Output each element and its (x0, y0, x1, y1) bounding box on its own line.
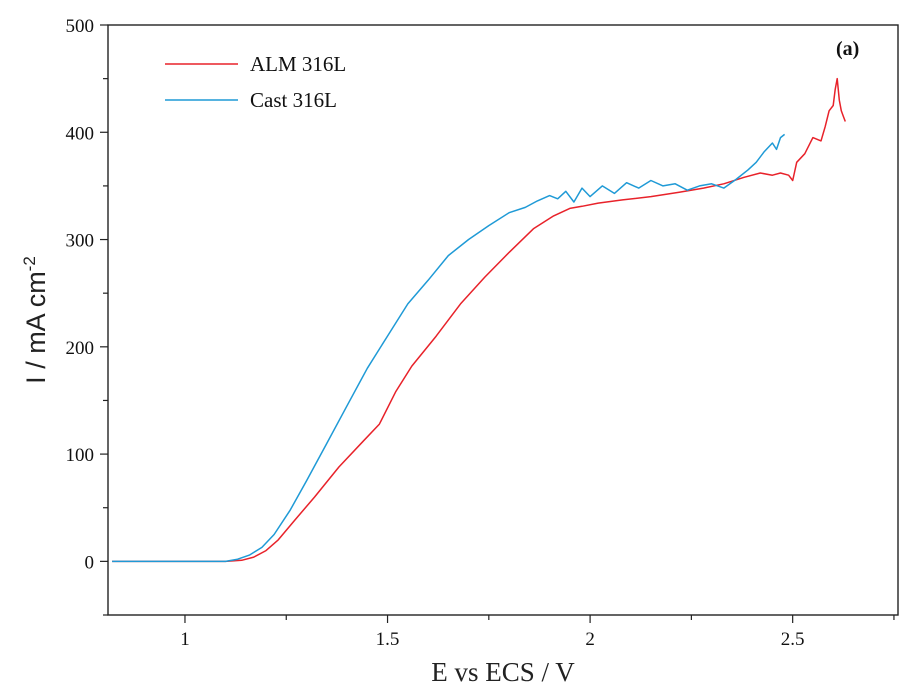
x-ticks: 1 1.5 2 2.5 (180, 615, 895, 650)
y-tick-label: 300 (66, 231, 95, 252)
legend: ALM 316L Cast 316L (165, 52, 346, 112)
series-line-cast-316l (112, 133, 786, 563)
legend-label-cast-316l: Cast 316L (250, 88, 337, 112)
series-layer (112, 77, 847, 563)
y-axis-title: I / mA cm-2 (20, 256, 51, 384)
plot-frame (107, 24, 899, 616)
y-axis-title-superscript: -2 (20, 256, 39, 271)
y-axis-title-main: I / mA cm (21, 271, 51, 384)
y-tick-label: 400 (66, 123, 95, 144)
x-tick-label: 1 (180, 629, 190, 650)
y-tick-label: 500 (66, 16, 95, 37)
y-tick-label: 100 (66, 445, 95, 466)
y-tick-label: 0 (85, 552, 95, 573)
x-tick-label: 1.5 (376, 629, 400, 650)
legend-label-alm-316l: ALM 316L (250, 52, 346, 76)
x-tick-label: 2.5 (781, 629, 805, 650)
x-axis-title: E vs ECS / V (431, 657, 575, 687)
panel-label: (a) (836, 38, 859, 60)
x-tick-label: 2 (585, 629, 595, 650)
y-tick-label: 200 (66, 338, 95, 359)
y-ticks: 0 100 200 300 400 500 (66, 16, 108, 616)
series-line-alm-316l (112, 77, 847, 563)
